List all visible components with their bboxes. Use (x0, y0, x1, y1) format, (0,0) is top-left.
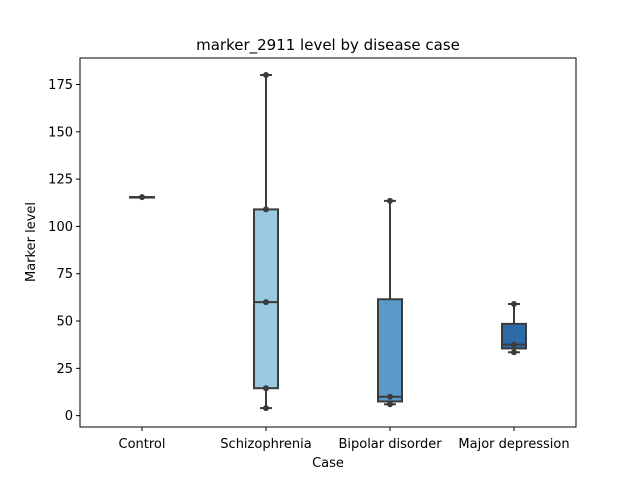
x-tick-label: Bipolar disorder (338, 437, 442, 452)
x-tick-label: Schizophrenia (220, 437, 311, 452)
x-tick-label: Major depression (458, 437, 569, 452)
box-group (377, 197, 403, 408)
data-point (263, 206, 269, 213)
data-point (263, 385, 269, 392)
data-point (387, 393, 393, 400)
y-axis: 0 25 50 75 100 125 150 175 (48, 78, 80, 424)
data-point (511, 349, 517, 356)
y-tick-label: 25 (56, 362, 73, 377)
y-tick-label: 175 (48, 78, 73, 93)
x-tick-label: Control (119, 437, 166, 452)
data-point (511, 301, 517, 307)
y-tick-label: 75 (56, 267, 73, 282)
box-group (501, 301, 527, 356)
data-point (263, 299, 269, 306)
data-point (263, 72, 269, 79)
x-axis-label: Case (312, 456, 344, 471)
box-marks (129, 72, 527, 412)
box (377, 298, 403, 403)
y-tick-label: 125 (48, 173, 73, 188)
plot-area (79, 57, 577, 428)
data-point (387, 197, 393, 204)
chart-title: marker_2911 level by disease case (196, 36, 460, 55)
x-axis: Control Schizophrenia Bipolar disorder Majo… (119, 427, 570, 452)
box (253, 208, 279, 390)
y-tick-label: 100 (48, 220, 73, 235)
data-point (263, 405, 269, 412)
box-group (129, 194, 155, 201)
data-point (139, 194, 145, 201)
data-point (511, 341, 517, 348)
data-point (387, 401, 393, 408)
box-group (253, 72, 279, 412)
y-tick-label: 150 (48, 125, 73, 140)
y-tick-label: 0 (65, 409, 73, 424)
y-axis-label: Marker level (24, 202, 39, 282)
y-tick-label: 50 (56, 315, 73, 330)
